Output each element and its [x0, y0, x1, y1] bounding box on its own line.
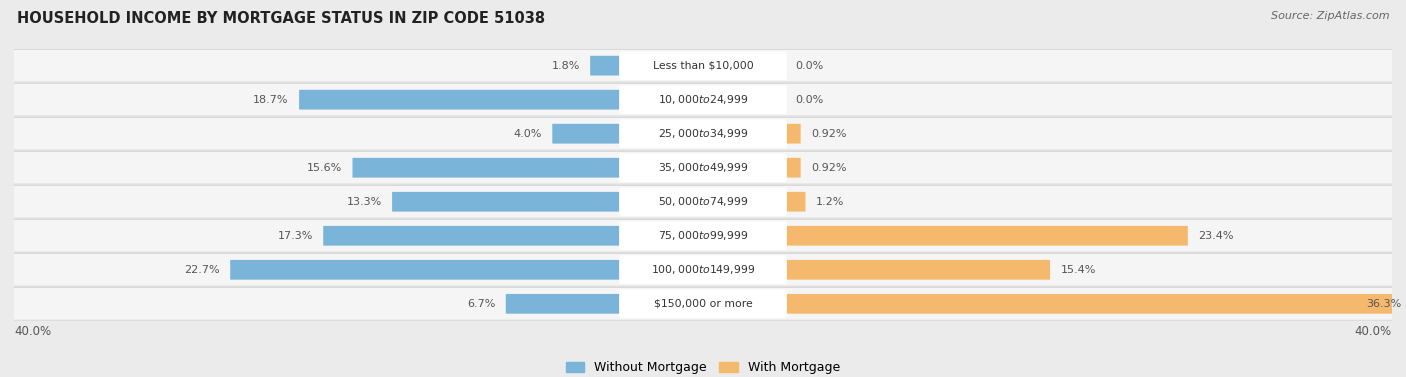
Text: 0.92%: 0.92% [811, 163, 846, 173]
FancyBboxPatch shape [619, 187, 787, 216]
FancyBboxPatch shape [6, 152, 1400, 184]
FancyBboxPatch shape [619, 221, 787, 250]
Text: Less than $10,000: Less than $10,000 [652, 61, 754, 70]
Text: Source: ZipAtlas.com: Source: ZipAtlas.com [1271, 11, 1389, 21]
FancyBboxPatch shape [619, 290, 787, 318]
FancyBboxPatch shape [785, 192, 806, 211]
Text: $50,000 to $74,999: $50,000 to $74,999 [658, 195, 748, 208]
FancyBboxPatch shape [6, 49, 1400, 82]
Text: 23.4%: 23.4% [1198, 231, 1233, 241]
Text: $75,000 to $99,999: $75,000 to $99,999 [658, 229, 748, 242]
FancyBboxPatch shape [785, 124, 800, 144]
Text: 22.7%: 22.7% [184, 265, 219, 275]
FancyBboxPatch shape [231, 260, 621, 280]
Text: 0.92%: 0.92% [811, 129, 846, 139]
Text: 18.7%: 18.7% [253, 95, 288, 105]
Text: 40.0%: 40.0% [14, 325, 51, 338]
FancyBboxPatch shape [785, 158, 800, 178]
Text: 15.4%: 15.4% [1060, 265, 1095, 275]
FancyBboxPatch shape [553, 124, 621, 144]
Text: $35,000 to $49,999: $35,000 to $49,999 [658, 161, 748, 174]
FancyBboxPatch shape [506, 294, 621, 314]
FancyBboxPatch shape [392, 192, 621, 211]
FancyBboxPatch shape [6, 253, 1400, 286]
Text: 13.3%: 13.3% [346, 197, 382, 207]
Text: 4.0%: 4.0% [513, 129, 541, 139]
Text: $10,000 to $24,999: $10,000 to $24,999 [658, 93, 748, 106]
Text: 1.8%: 1.8% [551, 61, 579, 70]
FancyBboxPatch shape [785, 294, 1406, 314]
FancyBboxPatch shape [619, 51, 787, 80]
Text: HOUSEHOLD INCOME BY MORTGAGE STATUS IN ZIP CODE 51038: HOUSEHOLD INCOME BY MORTGAGE STATUS IN Z… [17, 11, 546, 26]
Text: $25,000 to $34,999: $25,000 to $34,999 [658, 127, 748, 140]
FancyBboxPatch shape [619, 120, 787, 148]
FancyBboxPatch shape [6, 117, 1400, 150]
Text: 6.7%: 6.7% [467, 299, 495, 309]
FancyBboxPatch shape [323, 226, 621, 246]
Text: 15.6%: 15.6% [307, 163, 342, 173]
FancyBboxPatch shape [785, 226, 1188, 246]
Text: $150,000 or more: $150,000 or more [654, 299, 752, 309]
FancyBboxPatch shape [591, 56, 621, 75]
FancyBboxPatch shape [785, 260, 1050, 280]
Text: 40.0%: 40.0% [1355, 325, 1392, 338]
FancyBboxPatch shape [6, 185, 1400, 218]
FancyBboxPatch shape [619, 153, 787, 182]
Text: 1.2%: 1.2% [815, 197, 844, 207]
Legend: Without Mortgage, With Mortgage: Without Mortgage, With Mortgage [561, 356, 845, 377]
FancyBboxPatch shape [6, 219, 1400, 252]
FancyBboxPatch shape [619, 85, 787, 114]
Text: 0.0%: 0.0% [796, 95, 824, 105]
FancyBboxPatch shape [6, 288, 1400, 320]
Text: 17.3%: 17.3% [277, 231, 314, 241]
FancyBboxPatch shape [353, 158, 621, 178]
Text: $100,000 to $149,999: $100,000 to $149,999 [651, 263, 755, 276]
FancyBboxPatch shape [6, 83, 1400, 116]
FancyBboxPatch shape [619, 256, 787, 284]
Text: 36.3%: 36.3% [1367, 299, 1402, 309]
FancyBboxPatch shape [299, 90, 621, 110]
Text: 0.0%: 0.0% [796, 61, 824, 70]
